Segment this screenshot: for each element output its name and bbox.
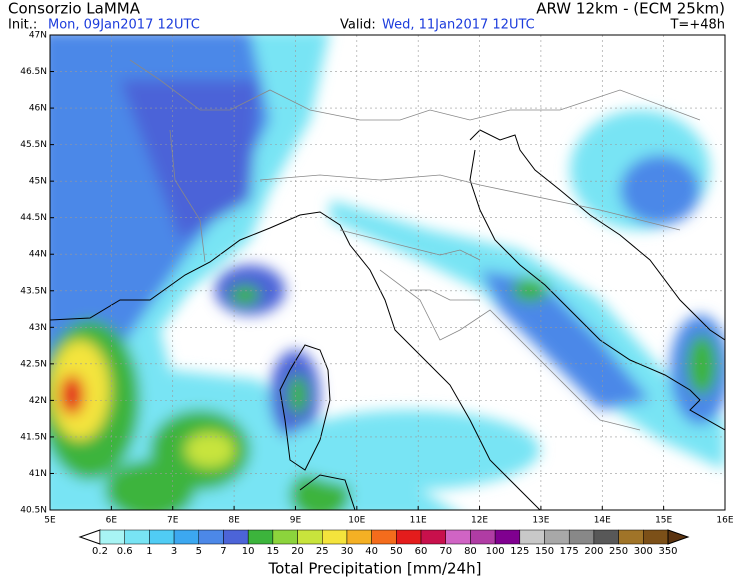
colorbar-box — [322, 529, 348, 545]
colorbar-label: 125 — [510, 546, 529, 557]
lon-label: 13E — [532, 516, 549, 526]
map — [50, 35, 725, 510]
colorbar-label: 7 — [220, 546, 226, 557]
lon-label: 8E — [228, 516, 240, 526]
colorbar-box — [247, 529, 274, 545]
colorbar-label: 3 — [171, 546, 177, 557]
colorbar-box — [198, 529, 224, 545]
lat-label: 42N — [29, 396, 47, 406]
colorbar-box — [494, 529, 521, 545]
coastlines — [50, 129, 725, 510]
colorbar-label: 150 — [535, 546, 554, 557]
colorbar-label: 0.6 — [117, 546, 133, 557]
colorbar-label: 50 — [390, 546, 403, 557]
colorbar-label: 350 — [658, 546, 677, 557]
colorbar-box — [568, 529, 595, 545]
colorbar-label: 25 — [316, 546, 329, 557]
lat-label: 47N — [29, 31, 47, 41]
lat-label: 42.5N — [20, 359, 47, 369]
colorbar-label: 0.2 — [92, 546, 108, 557]
colorbar-label: 40 — [365, 546, 378, 557]
lon-label: 14E — [594, 516, 611, 526]
colorbar-high — [667, 529, 690, 545]
lat-label: 46N — [29, 104, 47, 114]
colorbar-label: 10 — [242, 546, 255, 557]
colorbar-label: 200 — [584, 546, 603, 557]
lat-label: 41N — [29, 469, 47, 479]
colorbar-label: 5 — [196, 546, 202, 557]
colorbar-label: 300 — [634, 546, 653, 557]
lat-label: 45.5N — [20, 140, 47, 150]
colorbar-label: 80 — [464, 546, 477, 557]
colorbar-box — [470, 529, 496, 545]
lon-label: 10E — [348, 516, 365, 526]
colorbar-box — [272, 529, 298, 545]
lat-label: 40.5N — [20, 506, 47, 516]
graticule — [50, 35, 725, 510]
lat-label: 41.5N — [20, 432, 47, 442]
colorbar-box — [420, 529, 446, 545]
colorbar-title: Total Precipitation [mm/24h] — [268, 560, 482, 578]
axes: 47N 46.5N 46N 45.5N 45N 44.5N 44N 43.5N 43N 42.5N… — [20, 31, 734, 526]
colorbar-box — [618, 529, 644, 545]
colorbar-low — [78, 529, 101, 545]
lat-label: 43N — [29, 323, 47, 333]
lon-label: 6E — [106, 516, 118, 526]
lon-label: 5E — [44, 516, 56, 526]
colorbar-label: 100 — [486, 546, 505, 557]
colorbar-box — [173, 529, 200, 545]
colorbar-box — [297, 529, 323, 545]
lat-label: 46.5N — [20, 67, 47, 77]
lat-label: 43.5N — [20, 286, 47, 296]
model: ARW 12km - (ECM 25km) — [536, 0, 725, 18]
precipitation-field — [50, 35, 725, 510]
colorbar-box — [149, 529, 175, 545]
colorbar: 0.2 0.6 1 3 5 7 10 15 20 25 30 40 50 60 70 80 100 125 150 1… — [78, 529, 690, 557]
valid-label: Valid: — [340, 18, 376, 33]
map-frame — [49, 34, 726, 511]
colorbar-box — [371, 529, 397, 545]
init-label: Init.: — [8, 18, 37, 33]
colorbar-box — [124, 529, 150, 545]
colorbar-label: 175 — [560, 546, 579, 557]
colorbar-box — [346, 529, 372, 545]
institution: Consorzio LaMMA — [8, 0, 141, 18]
lon-label: 16E — [716, 516, 733, 526]
colorbar-label: 250 — [609, 546, 628, 557]
colorbar-label: 70 — [439, 546, 452, 557]
colorbar-box — [396, 529, 422, 545]
lon-label: 9E — [290, 516, 302, 526]
colorbar-box — [643, 529, 669, 545]
colorbar-box — [223, 529, 249, 545]
lon-label: 11E — [410, 516, 427, 526]
lon-label: 7E — [167, 516, 179, 526]
colorbar-box — [445, 529, 471, 545]
colorbar-box — [544, 529, 570, 545]
lon-label: 12E — [471, 516, 488, 526]
colorbar-box — [99, 529, 125, 545]
colorbar-label: 20 — [291, 546, 304, 557]
colorbar-label: 15 — [267, 546, 280, 557]
colorbar-label: 60 — [415, 546, 428, 557]
colorbar-label: 1 — [146, 546, 152, 557]
lat-label: 44.5N — [20, 213, 47, 223]
colorbar-label: 30 — [341, 546, 354, 557]
lead-time: T=+48h — [669, 18, 725, 33]
valid-time: Wed, 11Jan2017 12UTC — [382, 18, 535, 33]
lon-label: 15E — [655, 516, 672, 526]
lat-label: 45N — [29, 177, 47, 187]
lat-label: 44N — [29, 250, 47, 260]
init-time: Mon, 09Jan2017 12UTC — [48, 18, 200, 33]
colorbar-box — [519, 529, 545, 545]
colorbar-box — [593, 529, 619, 545]
borders — [129, 59, 701, 431]
